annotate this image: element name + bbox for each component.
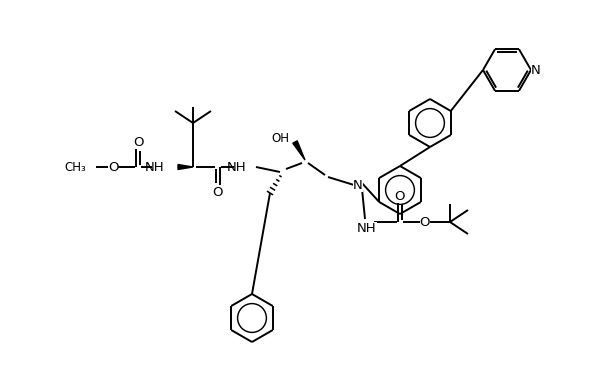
Text: O: O [394, 189, 405, 203]
Text: N: N [531, 64, 541, 77]
Text: CH₃: CH₃ [64, 161, 86, 174]
Polygon shape [293, 141, 305, 160]
Text: O: O [419, 216, 430, 229]
Text: NH: NH [145, 161, 164, 174]
Text: NH: NH [226, 161, 246, 174]
Text: N: N [353, 179, 363, 191]
Text: OH: OH [271, 132, 289, 144]
Text: NH: NH [357, 222, 377, 235]
Text: O: O [213, 186, 223, 199]
Text: O: O [133, 136, 143, 149]
Text: O: O [108, 161, 118, 174]
Polygon shape [178, 164, 193, 169]
